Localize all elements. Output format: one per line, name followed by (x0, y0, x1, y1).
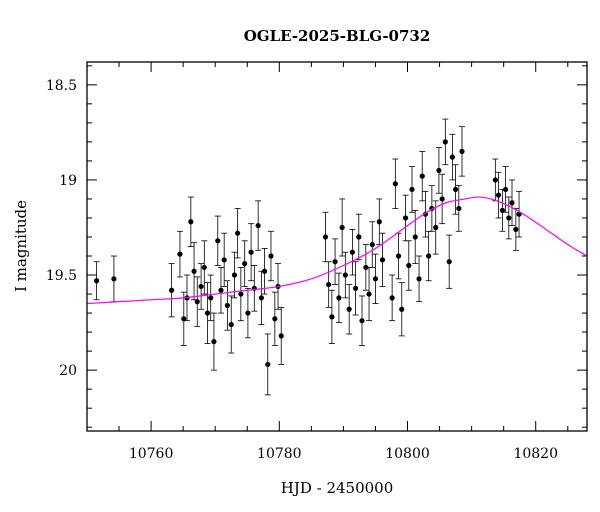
plot-frame (86, 61, 588, 432)
data-point (362, 244, 369, 291)
data-point (255, 200, 262, 251)
data-point (349, 228, 356, 276)
data-point (379, 232, 386, 287)
data-point (452, 164, 459, 215)
data-point (442, 118, 449, 166)
data-point (342, 251, 349, 299)
data-point (221, 232, 228, 287)
data-point (258, 270, 265, 325)
data-point (455, 185, 462, 232)
data-point (409, 166, 415, 213)
x-tick-label: 10800 (385, 446, 430, 462)
data-point (204, 282, 211, 344)
data-point (509, 179, 515, 226)
y-tick-label: 20 (59, 363, 77, 379)
data-point (180, 291, 187, 346)
data-point (241, 240, 248, 287)
data-point (335, 272, 342, 323)
data-point (435, 147, 442, 194)
data-point (359, 295, 365, 346)
data-point (228, 295, 235, 354)
data-point (372, 253, 379, 304)
data-point (439, 173, 446, 225)
data-point (267, 230, 274, 282)
data-point (499, 189, 506, 232)
data-point (405, 240, 412, 291)
data-point (505, 196, 512, 240)
data-point (432, 200, 439, 255)
data-point (392, 158, 399, 209)
chart-title: OGLE-2025-BLG-0732 (244, 27, 431, 45)
data-point (244, 287, 251, 339)
data-point (278, 306, 285, 365)
x-tick-label: 10780 (257, 446, 302, 462)
data-point (168, 263, 175, 318)
data-point (328, 289, 335, 344)
data-point (389, 274, 396, 322)
data-point (346, 284, 353, 335)
data-point (237, 267, 244, 322)
data-point (398, 282, 405, 337)
data-point (339, 198, 346, 257)
data-point (402, 194, 409, 242)
data-point (416, 255, 423, 303)
data-point (198, 263, 205, 310)
data-point (495, 171, 502, 219)
data-point (376, 198, 383, 245)
x-axis-label: HJD - 2450000 (281, 479, 394, 497)
data-point (224, 280, 231, 331)
data-point (395, 232, 402, 280)
data-point (512, 208, 519, 251)
data-point (234, 208, 241, 259)
x-tick-label: 10760 (129, 446, 174, 462)
data-point (201, 240, 208, 295)
data-point (425, 230, 432, 282)
model-curve (86, 196, 588, 305)
data-point (214, 215, 221, 266)
data-point (322, 211, 329, 263)
data-point (231, 251, 238, 299)
data-point (93, 261, 100, 301)
data-point (191, 242, 198, 301)
data-point (352, 261, 359, 316)
data-points (93, 118, 523, 396)
x-tick-label: 10820 (513, 446, 558, 462)
data-point (176, 230, 183, 278)
y-axis-label: I magnitude (12, 200, 30, 292)
data-point (325, 261, 332, 308)
data-point (449, 133, 456, 181)
data-point (110, 255, 117, 303)
data-point (271, 291, 278, 346)
data-point (210, 312, 217, 371)
y-tick-label: 19 (59, 173, 77, 189)
data-point (207, 274, 214, 322)
axis-ticks: 10760 10780 10800 10820 18.5 19 19.5 20 (46, 62, 587, 462)
data-point (187, 196, 194, 247)
data-point (217, 267, 224, 314)
data-point (369, 221, 376, 268)
data-point (492, 158, 499, 202)
data-point (366, 267, 373, 322)
data-point (355, 213, 362, 261)
y-tick-label: 19.5 (46, 268, 77, 284)
data-point (251, 265, 258, 312)
y-tick-label: 18.5 (46, 78, 77, 94)
data-point (194, 276, 201, 327)
data-point (459, 126, 465, 177)
data-point (332, 238, 339, 285)
data-point (261, 248, 268, 295)
data-point (264, 333, 271, 396)
data-point (419, 150, 426, 202)
data-point (412, 209, 419, 265)
data-point (446, 234, 453, 289)
data-point (248, 223, 255, 282)
